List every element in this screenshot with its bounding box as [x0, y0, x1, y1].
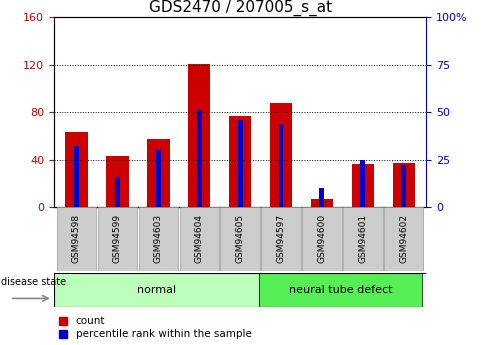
Text: neural tube defect: neural tube defect [289, 285, 392, 295]
Bar [220, 207, 260, 271]
Text: GSM94599: GSM94599 [113, 214, 122, 264]
Bar [57, 207, 96, 271]
Text: normal: normal [137, 285, 176, 295]
Bar [179, 207, 219, 271]
Bar [196, 110, 201, 207]
Bar [279, 124, 284, 207]
Bar [229, 116, 251, 207]
Bar [238, 120, 243, 207]
Bar [401, 165, 406, 207]
Text: GSM94601: GSM94601 [358, 214, 368, 264]
Bar [270, 103, 292, 207]
Text: GSM94605: GSM94605 [236, 214, 245, 264]
Bar [259, 273, 422, 307]
Bar [74, 146, 79, 207]
Bar [361, 159, 366, 207]
Bar [147, 139, 170, 207]
Bar [392, 163, 415, 207]
Bar [319, 188, 324, 207]
Bar [188, 63, 210, 207]
Text: GSM94603: GSM94603 [154, 214, 163, 264]
Bar [65, 132, 88, 207]
Text: disease state: disease state [1, 277, 66, 287]
Text: GSM94598: GSM94598 [72, 214, 81, 264]
Bar [139, 207, 178, 271]
Bar [311, 199, 333, 207]
Bar [115, 177, 120, 207]
Bar [302, 207, 342, 271]
Text: GSM94600: GSM94600 [318, 214, 326, 264]
Legend: count, percentile rank within the sample: count, percentile rank within the sample [59, 316, 252, 339]
Bar [54, 273, 259, 307]
Text: GSM94602: GSM94602 [399, 214, 408, 264]
Text: GSM94597: GSM94597 [276, 214, 286, 264]
Bar [98, 207, 137, 271]
Bar [261, 207, 301, 271]
Text: GSM94604: GSM94604 [195, 214, 204, 264]
Bar [343, 207, 383, 271]
Bar [156, 150, 161, 207]
Bar [352, 164, 374, 207]
Bar [106, 156, 128, 207]
Title: GDS2470 / 207005_s_at: GDS2470 / 207005_s_at [148, 0, 332, 16]
Bar [384, 207, 423, 271]
